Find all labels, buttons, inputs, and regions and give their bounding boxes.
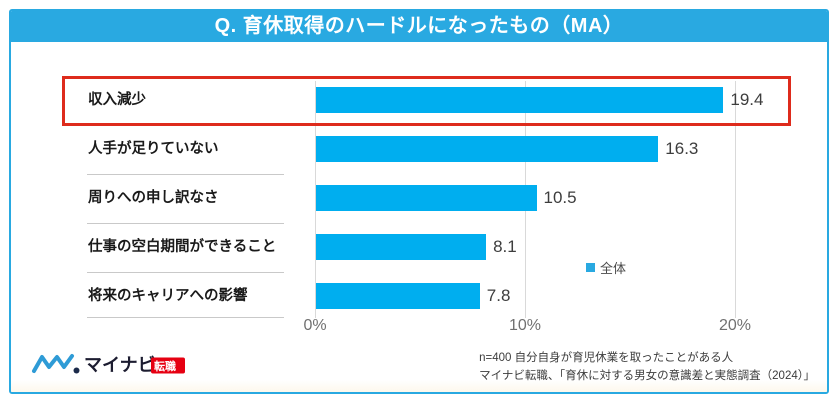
legend-label: 全体	[600, 261, 627, 276]
brand-badge	[151, 357, 185, 374]
zigzag-mark-icon	[32, 354, 74, 373]
value-label: 10.5	[543, 188, 577, 207]
brand-text: マイナビ	[84, 355, 156, 375]
bar-career-gap	[316, 234, 487, 260]
bar-future-career	[316, 283, 480, 309]
x-axis-tick: 0%	[303, 317, 327, 334]
category-label: 仕事の空白期間ができること	[88, 239, 277, 255]
page-title: Q. 育休取得のハードルになったもの（MA）	[11, 11, 827, 42]
brand-badge-text: 転職	[154, 359, 176, 373]
source-note-line2: マイナビ転職、「育休に対する男女の意識差と実態調査（2024）」	[479, 370, 815, 382]
x-axis-tick: 20%	[718, 317, 752, 334]
row-separator	[87, 223, 284, 224]
category-label: 将来のキャリアへの影響	[88, 288, 248, 304]
footer-tint	[11, 380, 827, 392]
value-label: 7.8	[486, 286, 511, 305]
category-label: 人手が足りていない	[88, 141, 219, 157]
legend: 全体	[586, 258, 626, 277]
bar-guilt-to-others	[316, 185, 537, 211]
row-separator	[87, 317, 284, 318]
gridline-0pct	[315, 81, 316, 318]
legend-swatch-icon	[586, 263, 595, 272]
source-note-line1: n=400 自分自身が育児休業を取ったことがある人	[479, 352, 734, 364]
mynavi-tenshoku-logo: マイナビ 転職	[30, 350, 190, 383]
value-label: 8.1	[493, 237, 517, 256]
bar-understaffed	[316, 136, 659, 162]
category-label: 収入減少	[88, 92, 146, 108]
infographic-panel: Q. 育休取得のハードルになったもの（MA） 収入減少 人手が足りていない 周り…	[9, 9, 829, 394]
x-axis-tick: 10%	[508, 317, 542, 334]
bar-chart-plot-area: 19.4 16.3 10.5 8.1 7.8	[315, 81, 770, 318]
row-separator	[87, 174, 284, 175]
value-label: 19.4	[730, 90, 764, 109]
logo-dot-icon	[73, 367, 80, 374]
gridline-20pct	[735, 81, 736, 318]
bar-income-decrease	[316, 87, 724, 113]
value-label: 16.3	[665, 139, 699, 158]
source-note: n=400 自分自身が育児休業を取ったことがある人 マイナビ転職、「育休に対する…	[479, 349, 815, 385]
row-separator	[87, 272, 284, 273]
category-label: 周りへの申し訳なさ	[88, 190, 219, 206]
logo-graphic: マイナビ 転職	[32, 354, 185, 375]
